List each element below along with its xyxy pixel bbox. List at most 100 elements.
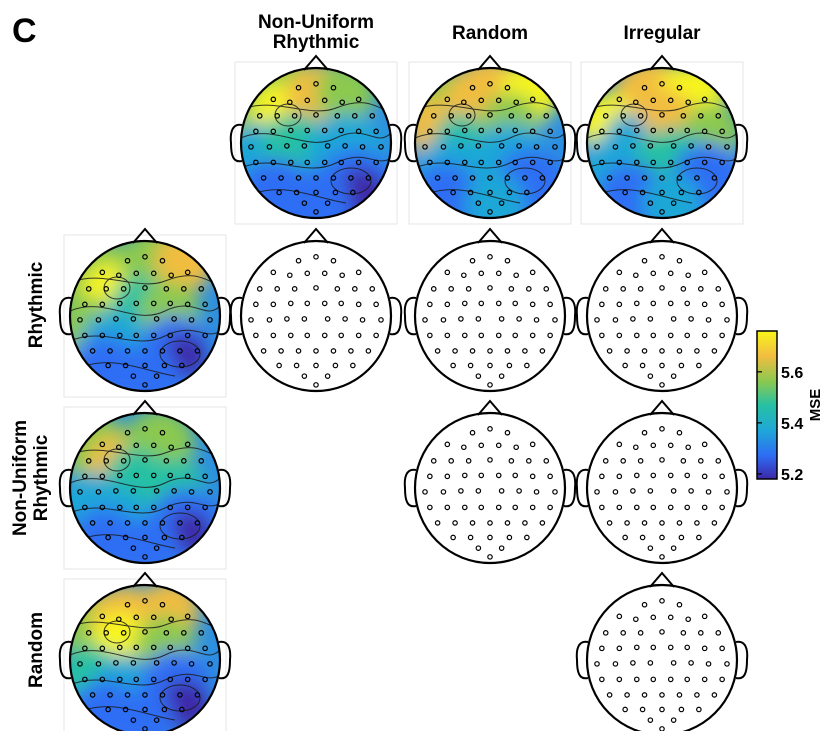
electrode — [547, 504, 553, 511]
electrode — [89, 692, 96, 698]
electrode — [711, 692, 718, 698]
row-title-line: Rhythmic — [31, 434, 52, 521]
row-title-line: Non-Uniform — [10, 420, 31, 536]
electrode — [95, 661, 102, 667]
electrode — [529, 441, 536, 448]
electrode — [355, 301, 362, 308]
electrode — [694, 692, 700, 698]
scalp-heatmap — [241, 68, 391, 218]
electrode-set — [422, 254, 558, 388]
electrode — [465, 113, 472, 119]
electrode — [715, 286, 722, 292]
electrode — [276, 362, 282, 369]
electrode — [680, 630, 687, 636]
electrode — [637, 113, 644, 119]
electrode — [287, 159, 294, 166]
head-outline — [239, 66, 393, 220]
electrode — [266, 144, 273, 150]
electrode — [606, 520, 613, 526]
electrode — [633, 332, 640, 339]
electrode — [82, 473, 88, 480]
electrode — [633, 504, 640, 511]
electrode — [616, 301, 623, 308]
right-ear-outline — [735, 640, 749, 680]
comparison-map-nonuniform-vs-irregular — [575, 399, 749, 565]
electrode — [198, 630, 205, 636]
map-frame — [408, 61, 572, 225]
topomap-grid — [58, 54, 749, 731]
electrode — [150, 472, 157, 479]
scalp-blank — [415, 413, 565, 563]
electrode — [313, 112, 319, 118]
electrode — [82, 645, 88, 652]
electrode — [153, 660, 160, 666]
electrode — [719, 301, 725, 308]
electrode — [616, 504, 623, 511]
electrode — [133, 472, 140, 479]
electrode-set — [248, 254, 384, 388]
electrode — [167, 332, 174, 339]
electrode — [547, 332, 553, 339]
electrode — [348, 175, 354, 181]
electrode — [478, 472, 485, 479]
electrode — [122, 362, 129, 369]
electrode — [256, 113, 263, 119]
electrode — [696, 362, 702, 369]
electrode — [469, 348, 476, 354]
scalp-heatmap — [70, 241, 220, 391]
electrode — [705, 317, 712, 323]
electrode — [639, 189, 646, 196]
electrode — [487, 285, 493, 291]
electrode — [184, 504, 191, 511]
electrode — [624, 520, 630, 526]
column-title-line: Non-Uniform — [258, 12, 374, 33]
nose-outline — [477, 399, 503, 416]
electrode — [430, 286, 437, 292]
electrode — [124, 520, 131, 526]
electrode — [680, 113, 687, 119]
electrode — [552, 317, 558, 323]
electrode — [171, 316, 177, 322]
electrode — [324, 200, 331, 206]
electrode — [688, 316, 694, 322]
electrode — [670, 200, 677, 206]
electrode — [163, 458, 170, 464]
electrode — [498, 488, 505, 494]
electrode — [495, 97, 502, 104]
electrode — [512, 332, 519, 339]
electrode — [450, 534, 456, 541]
head-outline — [585, 239, 739, 393]
electrode — [142, 726, 148, 731]
electrode — [650, 270, 657, 277]
electrode — [684, 300, 691, 307]
electrode — [705, 489, 712, 495]
electrode — [351, 286, 358, 292]
nose-outline — [477, 54, 503, 71]
electrode — [697, 458, 704, 464]
electrode — [659, 81, 665, 87]
electrode — [207, 317, 213, 323]
electrode — [291, 113, 298, 119]
electrode — [639, 706, 646, 713]
electrode — [422, 489, 428, 495]
electrode — [694, 175, 700, 181]
electrode — [670, 660, 677, 666]
electrode — [85, 630, 92, 636]
electrode — [602, 286, 609, 292]
electrode — [487, 554, 493, 560]
electrode — [670, 143, 677, 149]
electrode — [552, 144, 558, 150]
electrode — [606, 692, 613, 698]
electrode — [512, 159, 519, 166]
electrode-set — [77, 426, 213, 560]
electrode — [650, 644, 657, 651]
electrode — [539, 348, 546, 354]
electrode — [304, 332, 311, 339]
electrode — [469, 175, 476, 181]
electrode — [701, 613, 708, 620]
electrode — [444, 301, 451, 308]
electrode — [355, 269, 362, 276]
electrode — [89, 348, 96, 354]
electrode — [82, 504, 88, 511]
